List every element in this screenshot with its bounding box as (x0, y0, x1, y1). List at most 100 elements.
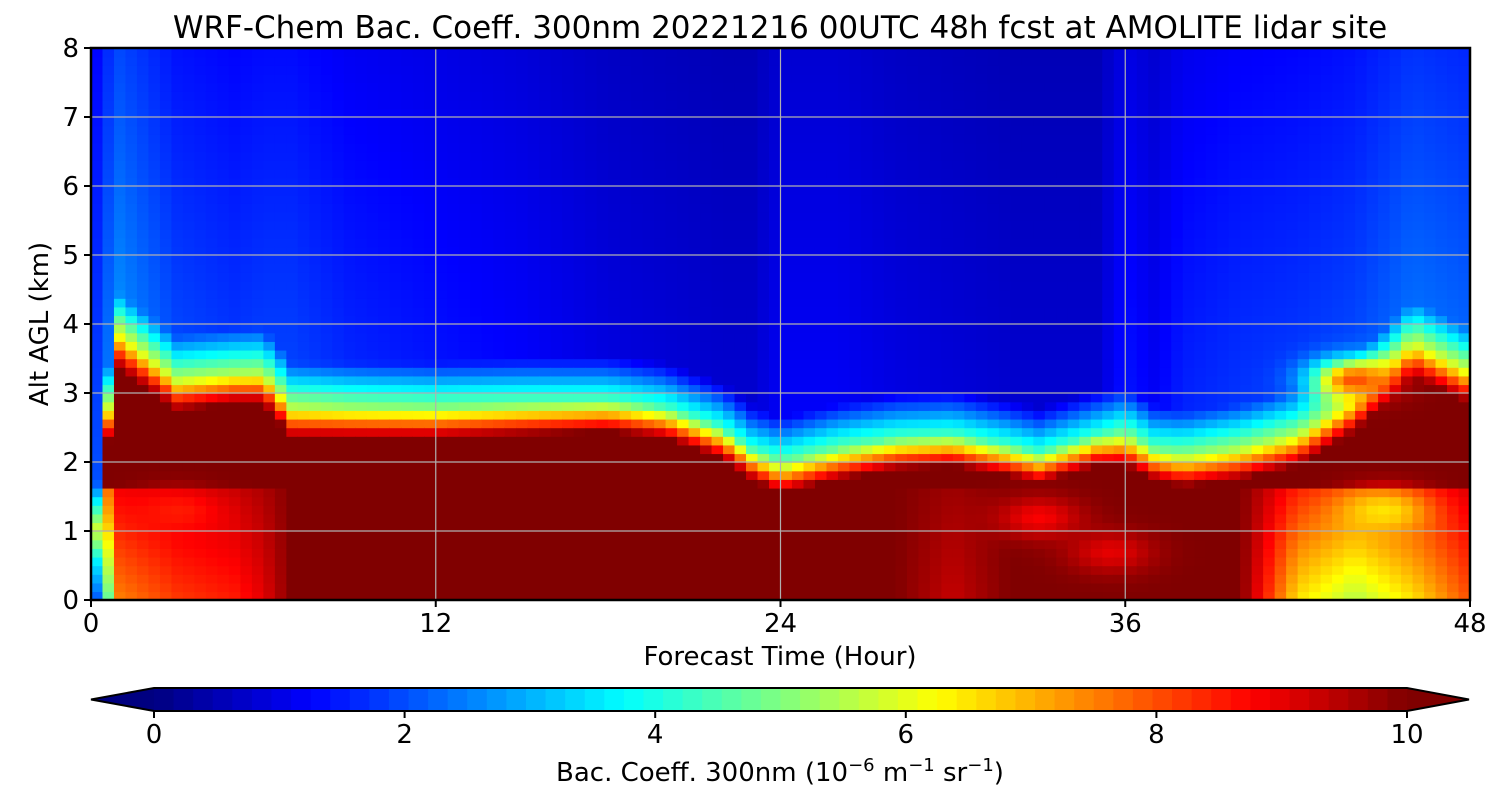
field-cell (274, 462, 288, 472)
field-cell (952, 393, 966, 403)
field-cell (849, 522, 862, 532)
field-cell (941, 410, 954, 420)
field-cell (424, 99, 437, 110)
field-cell (240, 91, 253, 101)
field-cell (481, 410, 494, 420)
field-cell (562, 574, 575, 584)
field-cell (757, 582, 770, 593)
field-cell (412, 332, 425, 342)
field-cell (286, 186, 299, 196)
field-cell (723, 574, 736, 584)
field-cell (619, 565, 632, 575)
field-cell (447, 99, 460, 110)
field-cell (217, 194, 230, 204)
field-cell (573, 505, 586, 515)
field-cell (125, 358, 138, 368)
field-cell (608, 375, 621, 386)
field-cell (297, 574, 311, 584)
field-cell (780, 462, 793, 472)
field-cell (723, 125, 736, 135)
field-cell (378, 125, 391, 135)
field-cell (711, 73, 724, 84)
field-cell (700, 375, 713, 386)
field-cell (631, 556, 644, 567)
field-cell (964, 108, 977, 118)
field-cell (504, 513, 517, 524)
field-cell (711, 82, 724, 92)
field-cell (975, 591, 989, 600)
field-cell (849, 203, 862, 213)
field-cell (539, 48, 552, 58)
field-cell (412, 548, 425, 558)
field-cell (159, 160, 173, 170)
field-cell (274, 453, 288, 463)
field-cell (320, 367, 334, 377)
field-cell (435, 531, 448, 541)
field-cell (654, 393, 667, 403)
field-cell (780, 289, 793, 299)
field-cell (458, 375, 471, 386)
field-cell (240, 177, 253, 187)
field-cell (654, 418, 667, 429)
field-cell (470, 444, 483, 455)
field-cell (677, 349, 690, 360)
field-cell (769, 151, 782, 161)
field-cell (332, 393, 345, 403)
field-cell (228, 367, 242, 377)
field-cell (136, 393, 150, 403)
field-cell (883, 384, 897, 394)
field-cell (297, 91, 311, 101)
field-cell (665, 142, 678, 153)
field-cell (182, 496, 196, 506)
field-cell (757, 367, 770, 377)
field-cell (631, 194, 644, 204)
field-cell (929, 315, 943, 325)
field-cell (872, 280, 885, 291)
field-cell (470, 168, 483, 179)
field-cell (217, 65, 230, 75)
field-cell (159, 462, 173, 472)
field-cell (769, 393, 782, 403)
field-cell (297, 280, 311, 291)
field-cell (746, 410, 759, 420)
field-cell (895, 168, 908, 179)
field-cell (941, 151, 954, 161)
field-cell (320, 65, 334, 75)
field-cell (458, 298, 471, 308)
field-cell (585, 194, 598, 204)
field-cell (91, 332, 104, 342)
field-cell (401, 263, 414, 273)
field-cell (91, 315, 104, 325)
field-cell (860, 65, 874, 75)
field-cell (837, 142, 851, 153)
field-cell (343, 203, 357, 213)
field-cell (550, 548, 563, 558)
field-cell (964, 272, 977, 282)
field-cell (148, 375, 161, 386)
field-cell (688, 324, 701, 334)
field-cell (309, 591, 322, 600)
field-cell (906, 255, 920, 265)
field-cell (872, 513, 885, 524)
field-cell (309, 531, 322, 541)
field-cell (171, 117, 184, 127)
field-cell (883, 479, 897, 489)
field-cell (769, 289, 782, 299)
field-cell (723, 73, 736, 84)
field-cell (918, 401, 931, 411)
field-cell (205, 298, 219, 308)
field-cell (458, 255, 471, 265)
field-cell (665, 289, 678, 299)
field-cell (596, 203, 609, 213)
field-cell (734, 142, 747, 153)
field-cell (470, 487, 483, 498)
field-cell (389, 255, 402, 265)
field-cell (872, 324, 885, 334)
field-cell (585, 160, 598, 170)
field-cell (194, 582, 207, 593)
field-cell (274, 151, 288, 161)
field-cell (860, 384, 874, 394)
field-cell (435, 237, 448, 248)
field-cell (929, 194, 943, 204)
field-cell (435, 306, 448, 317)
